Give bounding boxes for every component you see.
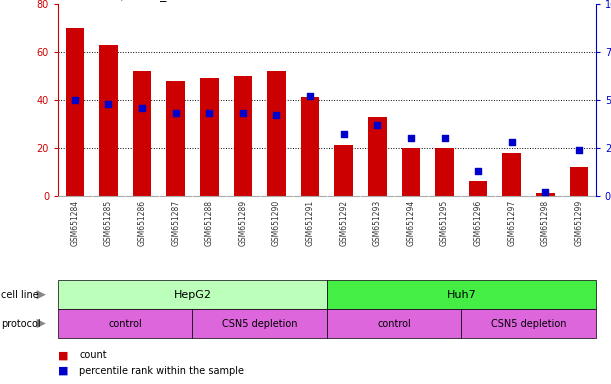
Point: [440, 135, 450, 141]
Text: GSM651294: GSM651294: [406, 200, 415, 246]
Bar: [65, 28, 84, 196]
Bar: [334, 146, 353, 196]
Point: [137, 104, 147, 111]
Bar: [267, 71, 286, 196]
Text: GSM651286: GSM651286: [137, 200, 147, 246]
Point: [507, 139, 517, 145]
Text: GSM651289: GSM651289: [238, 200, 247, 246]
Text: protocol: protocol: [1, 318, 41, 329]
Point: [238, 110, 248, 116]
Text: GSM651288: GSM651288: [205, 200, 214, 246]
Text: Huh7: Huh7: [447, 290, 476, 300]
Bar: [233, 76, 252, 196]
Point: [541, 189, 551, 195]
Bar: [469, 182, 488, 196]
Text: GSM651295: GSM651295: [440, 200, 449, 246]
Text: GSM651293: GSM651293: [373, 200, 382, 246]
Bar: [301, 98, 320, 196]
Point: [474, 168, 483, 174]
Text: percentile rank within the sample: percentile rank within the sample: [79, 366, 244, 376]
Point: [104, 101, 114, 107]
Text: HepG2: HepG2: [174, 290, 211, 300]
Point: [406, 135, 416, 141]
Point: [272, 112, 282, 118]
Text: GSM651299: GSM651299: [574, 200, 584, 246]
Text: ■: ■: [58, 350, 68, 360]
Bar: [133, 71, 152, 196]
Bar: [536, 194, 555, 196]
Text: GSM651291: GSM651291: [306, 200, 315, 246]
Text: GSM651292: GSM651292: [339, 200, 348, 246]
Text: GSM651285: GSM651285: [104, 200, 113, 246]
Text: control: control: [377, 318, 411, 329]
Text: control: control: [108, 318, 142, 329]
Text: GSM651284: GSM651284: [70, 200, 79, 246]
Bar: [368, 117, 387, 196]
Text: GSM651287: GSM651287: [171, 200, 180, 246]
Bar: [569, 167, 588, 196]
Point: [574, 147, 584, 153]
Text: cell line: cell line: [1, 290, 39, 300]
Bar: [99, 45, 118, 196]
Text: CSN5 depletion: CSN5 depletion: [491, 318, 566, 329]
Bar: [200, 78, 219, 196]
Bar: [166, 81, 185, 196]
Bar: [435, 148, 454, 196]
Bar: [502, 153, 521, 196]
Point: [171, 110, 181, 116]
Point: [204, 110, 214, 116]
Text: ■: ■: [58, 366, 68, 376]
Point: [338, 131, 348, 137]
Point: [70, 97, 79, 103]
Point: [305, 93, 315, 99]
Text: GSM651290: GSM651290: [272, 200, 281, 246]
Text: GSM651298: GSM651298: [541, 200, 550, 246]
Text: CSN5 depletion: CSN5 depletion: [222, 318, 298, 329]
Text: count: count: [79, 350, 107, 360]
Bar: [401, 148, 420, 196]
Text: GDS5210 / ILMN_2081645: GDS5210 / ILMN_2081645: [58, 0, 222, 1]
Text: GSM651297: GSM651297: [507, 200, 516, 246]
Text: GSM651296: GSM651296: [474, 200, 483, 246]
Point: [373, 122, 382, 128]
